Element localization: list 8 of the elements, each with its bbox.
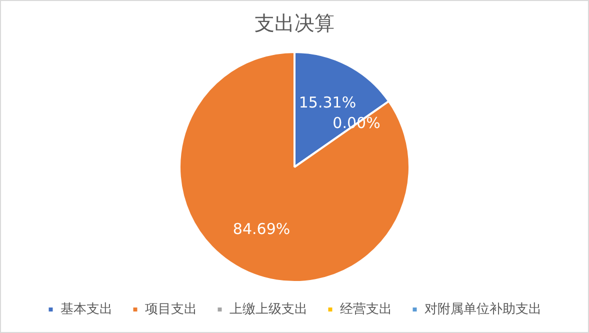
data-label: 84.69% (232, 220, 290, 238)
legend-label: 经营支出 (340, 302, 392, 317)
legend-label: 对附属单位补助支出 (424, 302, 542, 317)
legend-label: 基本支出 (60, 302, 112, 317)
chart-title: 支出决算 (254, 11, 334, 36)
data-label: 15.31% (298, 94, 356, 112)
legend-label: 项目支出 (144, 302, 197, 317)
legend-label: 上缴上级支出 (229, 302, 308, 317)
